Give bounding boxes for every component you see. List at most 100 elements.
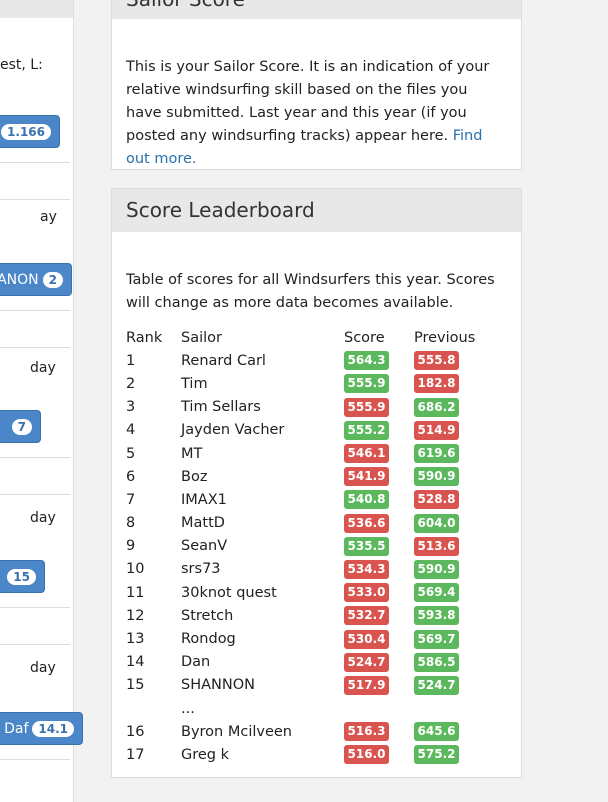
left-item-text: est, L: bbox=[0, 57, 43, 73]
previous-badge: 645.6 bbox=[414, 722, 459, 742]
left-item-button[interactable]: 1.166 bbox=[0, 115, 60, 148]
score-cell: 524.7 bbox=[344, 651, 414, 674]
previous-badge: 514.9 bbox=[414, 420, 459, 440]
rank-cell: 2 bbox=[126, 375, 136, 392]
previous-badge: 586.5 bbox=[414, 652, 459, 672]
divider bbox=[0, 607, 70, 608]
table-row: 3 Tim Sellars 555.9 686.2 bbox=[126, 396, 475, 419]
rank-cell: 13 bbox=[126, 631, 145, 648]
rank-cell: 15 bbox=[126, 677, 145, 694]
score-badge: 536.6 bbox=[344, 513, 389, 533]
sailor-name[interactable]: MattD bbox=[181, 515, 225, 532]
divider bbox=[0, 644, 70, 645]
score-cell: 541.9 bbox=[344, 465, 414, 488]
score-cell: 532.7 bbox=[344, 604, 414, 627]
previous-badge: 686.2 bbox=[414, 397, 459, 417]
table-row: 15 SHANNON 517.9 524.7 bbox=[126, 674, 475, 697]
score-badge: 516.0 bbox=[344, 745, 389, 765]
sailor-score-panel: Sailor Score This is your Sailor Score. … bbox=[111, 0, 522, 170]
sailor-name[interactable]: Byron Mcilveen bbox=[181, 723, 292, 740]
score-cell: 534.3 bbox=[344, 558, 414, 581]
rank-cell: 14 bbox=[126, 654, 145, 671]
left-item-text: day bbox=[30, 360, 56, 376]
left-item-text: day bbox=[30, 660, 56, 676]
sailor-name[interactable]: Stretch bbox=[181, 607, 234, 624]
sailor-score-title: Sailor Score bbox=[126, 0, 245, 11]
divider bbox=[0, 310, 70, 311]
sailor-name[interactable]: Greg k bbox=[181, 746, 230, 763]
score-badge: 535.5 bbox=[344, 536, 389, 556]
previous-cell bbox=[414, 697, 475, 720]
previous-badge: 182.8 bbox=[414, 374, 459, 394]
sailor-name[interactable]: Tim Sellars bbox=[181, 399, 261, 416]
col-sailor: Sailor bbox=[181, 329, 222, 346]
sailor-score-title-bar: Sailor Score bbox=[112, 0, 521, 19]
rank-cell bbox=[126, 697, 181, 720]
score-cell: 564.3 bbox=[344, 349, 414, 372]
sailor-name[interactable]: IMAX1 bbox=[181, 491, 227, 508]
left-item-button[interactable]: 7 bbox=[0, 410, 41, 443]
leaderboard-description: Table of scores for all Windsurfers this… bbox=[126, 272, 495, 311]
rank-cell: 17 bbox=[126, 746, 145, 763]
table-row: 1 Renard Carl 564.3 555.8 bbox=[126, 349, 475, 372]
table-row: 4 Jayden Vacher 555.2 514.9 bbox=[126, 419, 475, 442]
left-item-button[interactable]: Daf 14.1 bbox=[0, 712, 83, 745]
previous-cell: 513.6 bbox=[414, 535, 475, 558]
previous-badge: 604.0 bbox=[414, 513, 459, 533]
sailor-name[interactable]: 30knot quest bbox=[181, 584, 277, 601]
score-badge: 541.9 bbox=[344, 467, 389, 487]
score-cell: 516.0 bbox=[344, 743, 414, 766]
previous-badge: 593.8 bbox=[414, 606, 459, 626]
sailor-name[interactable]: srs73 bbox=[181, 561, 221, 578]
previous-badge: 524.7 bbox=[414, 675, 459, 695]
sailor-name[interactable]: Renard Carl bbox=[181, 352, 266, 369]
find-out-more-link[interactable]: Find out more. bbox=[126, 128, 483, 167]
leaderboard-title: Score Leaderboard bbox=[112, 189, 521, 232]
divider bbox=[0, 457, 70, 458]
table-row: 10 srs73 534.3 590.9 bbox=[126, 558, 475, 581]
left-item-button[interactable]: 15 bbox=[0, 560, 45, 593]
table-row: ... bbox=[126, 697, 475, 720]
rank-cell: 8 bbox=[126, 515, 136, 532]
sailor-name[interactable]: Dan bbox=[181, 654, 211, 671]
left-panel: est, L: 1.166 ay ANON 2 day 7 day 15 day Daf 14.1 bbox=[0, 0, 83, 802]
score-cell: 517.9 bbox=[344, 674, 414, 697]
score-cell: 516.3 bbox=[344, 720, 414, 743]
col-rank: Rank bbox=[126, 329, 163, 346]
sailor-name: ... bbox=[181, 700, 195, 717]
button-label: Daf bbox=[4, 720, 29, 737]
divider bbox=[0, 347, 70, 348]
count-badge: 2 bbox=[42, 271, 63, 288]
table-row: 8 MattD 536.6 604.0 bbox=[126, 512, 475, 535]
rank-cell: 3 bbox=[126, 399, 136, 416]
previous-badge: 590.9 bbox=[414, 559, 459, 579]
left-panel-header bbox=[0, 0, 73, 18]
previous-badge: 590.9 bbox=[414, 467, 459, 487]
sailor-name[interactable]: SeanV bbox=[181, 538, 228, 555]
sailor-name[interactable]: MT bbox=[181, 445, 203, 462]
table-row: 16 Byron Mcilveen 516.3 645.6 bbox=[126, 720, 475, 743]
left-item-button[interactable]: ANON 2 bbox=[0, 263, 72, 296]
previous-cell: 528.8 bbox=[414, 488, 475, 511]
sailor-name[interactable]: Jayden Vacher bbox=[181, 422, 285, 439]
previous-badge: 575.2 bbox=[414, 745, 459, 765]
table-row: 17 Greg k 516.0 575.2 bbox=[126, 743, 475, 766]
score-badge: 533.0 bbox=[344, 583, 389, 603]
previous-badge: 569.4 bbox=[414, 583, 459, 603]
score-cell: 555.9 bbox=[344, 372, 414, 395]
previous-cell: 604.0 bbox=[414, 512, 475, 535]
sailor-name[interactable]: SHANNON bbox=[181, 677, 255, 694]
sailor-name[interactable]: Rondog bbox=[181, 631, 236, 648]
score-badge: 516.3 bbox=[344, 722, 389, 742]
previous-cell: 590.9 bbox=[414, 465, 475, 488]
score-cell: 530.4 bbox=[344, 627, 414, 650]
score-badge: 555.9 bbox=[344, 374, 389, 394]
sailor-name[interactable]: Tim bbox=[181, 375, 208, 392]
previous-badge: 528.8 bbox=[414, 490, 459, 510]
previous-badge: 569.7 bbox=[414, 629, 459, 649]
left-item-text: ay bbox=[40, 209, 57, 225]
sailor-name[interactable]: Boz bbox=[181, 468, 208, 485]
score-badge: 534.3 bbox=[344, 559, 389, 579]
col-previous: Previous bbox=[414, 329, 476, 346]
rank-cell: 11 bbox=[126, 584, 145, 601]
